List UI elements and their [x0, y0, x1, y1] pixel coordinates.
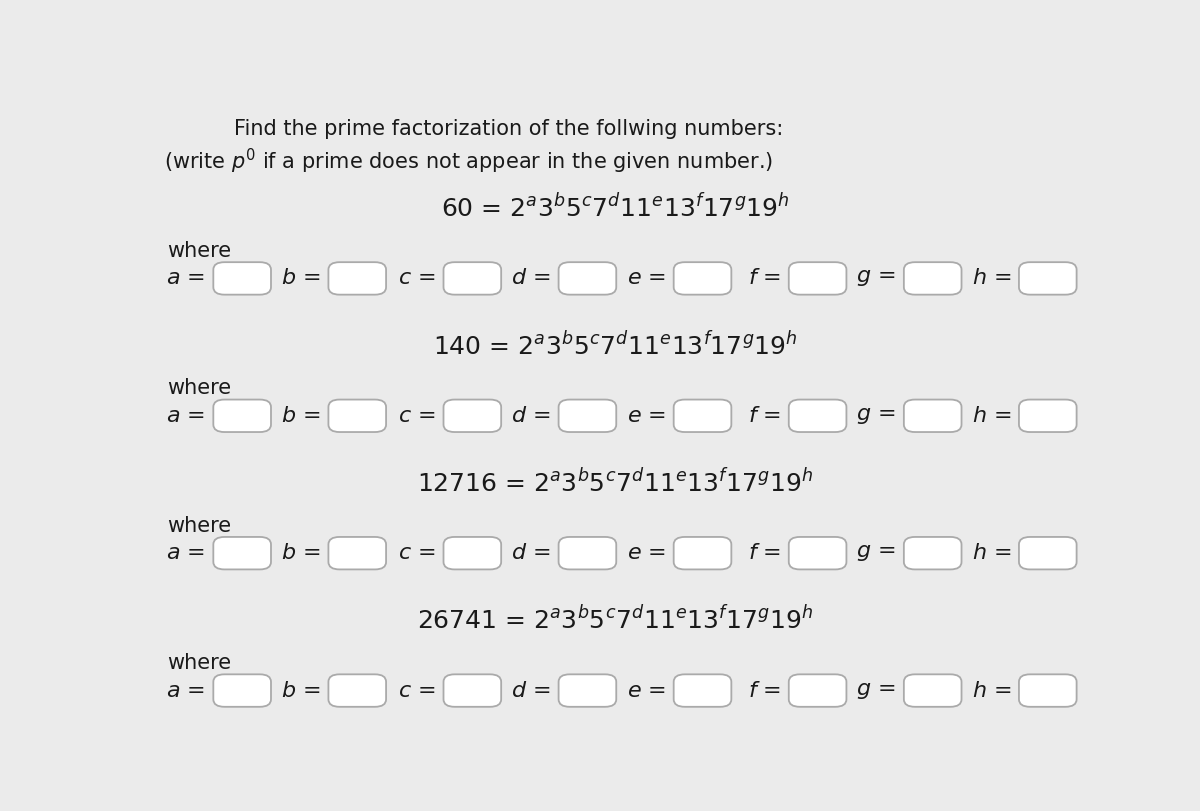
FancyBboxPatch shape — [673, 537, 731, 569]
FancyBboxPatch shape — [904, 537, 961, 569]
FancyBboxPatch shape — [444, 262, 502, 294]
FancyBboxPatch shape — [1019, 537, 1076, 569]
Text: $a$ =: $a$ = — [167, 406, 205, 426]
Text: $a$ =: $a$ = — [167, 543, 205, 563]
FancyBboxPatch shape — [214, 262, 271, 294]
FancyBboxPatch shape — [788, 262, 846, 294]
FancyBboxPatch shape — [788, 537, 846, 569]
Text: $h$ =: $h$ = — [972, 543, 1010, 563]
Text: 26741 = 2$^a$3$^b$5$^c$7$^d$11$^e$13$^f$17$^g$19$^h$: 26741 = 2$^a$3$^b$5$^c$7$^d$11$^e$13$^f$… — [416, 607, 814, 635]
FancyBboxPatch shape — [444, 674, 502, 707]
FancyBboxPatch shape — [558, 400, 617, 432]
FancyBboxPatch shape — [904, 262, 961, 294]
Text: $g$ =: $g$ = — [857, 268, 896, 289]
FancyBboxPatch shape — [904, 674, 961, 707]
FancyBboxPatch shape — [1019, 674, 1076, 707]
Text: $e$ =: $e$ = — [626, 543, 666, 563]
Text: $f$ =: $f$ = — [748, 268, 781, 289]
FancyBboxPatch shape — [1019, 400, 1076, 432]
FancyBboxPatch shape — [214, 537, 271, 569]
Text: Find the prime factorization of the follwing numbers:: Find the prime factorization of the foll… — [234, 119, 782, 139]
Text: $h$ =: $h$ = — [972, 268, 1010, 289]
FancyBboxPatch shape — [558, 674, 617, 707]
Text: $c$ =: $c$ = — [398, 543, 436, 563]
Text: $d$ =: $d$ = — [511, 680, 551, 701]
FancyBboxPatch shape — [444, 400, 502, 432]
Text: 140 = 2$^a$3$^b$5$^c$7$^d$11$^e$13$^f$17$^g$19$^h$: 140 = 2$^a$3$^b$5$^c$7$^d$11$^e$13$^f$17… — [433, 332, 797, 360]
Text: $d$ =: $d$ = — [511, 406, 551, 426]
FancyBboxPatch shape — [1019, 262, 1076, 294]
Text: $b$ =: $b$ = — [281, 406, 320, 426]
FancyBboxPatch shape — [329, 262, 386, 294]
Text: 12716 = 2$^a$3$^b$5$^c$7$^d$11$^e$13$^f$17$^g$19$^h$: 12716 = 2$^a$3$^b$5$^c$7$^d$11$^e$13$^f$… — [416, 469, 814, 497]
Text: where: where — [167, 653, 230, 673]
Text: $c$ =: $c$ = — [398, 680, 436, 701]
Text: $h$ =: $h$ = — [972, 406, 1010, 426]
Text: $a$ =: $a$ = — [167, 268, 205, 289]
FancyBboxPatch shape — [214, 400, 271, 432]
Text: $e$ =: $e$ = — [626, 268, 666, 289]
FancyBboxPatch shape — [673, 262, 731, 294]
Text: $b$ =: $b$ = — [281, 268, 320, 289]
FancyBboxPatch shape — [214, 674, 271, 707]
FancyBboxPatch shape — [788, 674, 846, 707]
Text: 60 = 2$^a$3$^b$5$^c$7$^d$11$^e$13$^f$17$^g$19$^h$: 60 = 2$^a$3$^b$5$^c$7$^d$11$^e$13$^f$17$… — [440, 194, 790, 222]
FancyBboxPatch shape — [558, 537, 617, 569]
Text: $c$ =: $c$ = — [398, 268, 436, 289]
Text: $g$ =: $g$ = — [857, 406, 896, 426]
Text: $g$ =: $g$ = — [857, 543, 896, 563]
FancyBboxPatch shape — [558, 262, 617, 294]
FancyBboxPatch shape — [673, 674, 731, 707]
Text: where: where — [167, 241, 230, 261]
FancyBboxPatch shape — [788, 400, 846, 432]
Text: $b$ =: $b$ = — [281, 543, 320, 563]
Text: $f$ =: $f$ = — [748, 406, 781, 426]
FancyBboxPatch shape — [673, 400, 731, 432]
Text: $f$ =: $f$ = — [748, 543, 781, 563]
FancyBboxPatch shape — [329, 537, 386, 569]
Text: $a$ =: $a$ = — [167, 680, 205, 701]
Text: $d$ =: $d$ = — [511, 543, 551, 563]
Text: $b$ =: $b$ = — [281, 680, 320, 701]
FancyBboxPatch shape — [329, 674, 386, 707]
Text: where: where — [167, 516, 230, 536]
FancyBboxPatch shape — [444, 537, 502, 569]
Text: $f$ =: $f$ = — [748, 680, 781, 701]
Text: (write $p^0$ if a prime does not appear in the given number.): (write $p^0$ if a prime does not appear … — [164, 148, 773, 177]
FancyBboxPatch shape — [904, 400, 961, 432]
Text: $g$ =: $g$ = — [857, 680, 896, 701]
Text: $h$ =: $h$ = — [972, 680, 1010, 701]
Text: $e$ =: $e$ = — [626, 406, 666, 426]
FancyBboxPatch shape — [329, 400, 386, 432]
Text: $e$ =: $e$ = — [626, 680, 666, 701]
Text: $c$ =: $c$ = — [398, 406, 436, 426]
Text: where: where — [167, 378, 230, 398]
Text: $d$ =: $d$ = — [511, 268, 551, 289]
